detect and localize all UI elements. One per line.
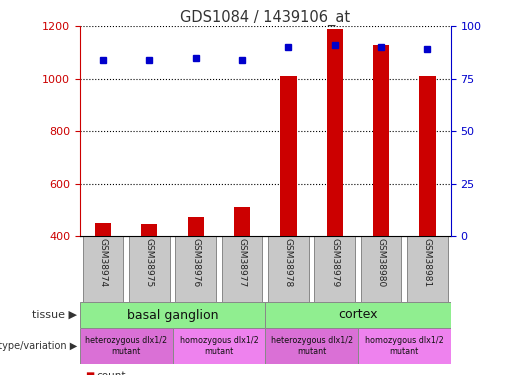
Text: heterozygous dlx1/2
mutant: heterozygous dlx1/2 mutant — [270, 336, 353, 356]
Bar — [95, 223, 111, 236]
Bar — [82, 236, 124, 302]
Bar — [80, 328, 173, 364]
Bar — [173, 328, 265, 364]
Text: homozygous dlx1/2
mutant: homozygous dlx1/2 mutant — [180, 336, 258, 356]
Text: heterozygous dlx1/2
mutant: heterozygous dlx1/2 mutant — [85, 336, 167, 356]
Bar — [80, 302, 265, 328]
Text: cortex: cortex — [338, 309, 377, 321]
Text: GSM38978: GSM38978 — [284, 238, 293, 288]
Bar — [265, 328, 358, 364]
Bar — [373, 45, 389, 236]
Bar — [129, 236, 170, 302]
Text: GSM38979: GSM38979 — [330, 238, 339, 288]
Bar — [280, 76, 297, 236]
Text: basal ganglion: basal ganglion — [127, 309, 218, 321]
Text: GSM38977: GSM38977 — [237, 238, 247, 288]
Text: GSM38980: GSM38980 — [376, 238, 386, 288]
Bar — [358, 328, 451, 364]
Bar — [234, 207, 250, 236]
Text: GSM38976: GSM38976 — [191, 238, 200, 288]
Bar — [407, 236, 448, 302]
Bar — [141, 224, 158, 236]
Bar — [360, 236, 402, 302]
Bar — [327, 29, 343, 236]
Text: count: count — [96, 371, 126, 375]
Bar — [419, 76, 436, 236]
Bar — [265, 302, 451, 328]
Text: genotype/variation ▶: genotype/variation ▶ — [0, 341, 77, 351]
Title: GDS1084 / 1439106_at: GDS1084 / 1439106_at — [180, 10, 350, 26]
Text: GSM38981: GSM38981 — [423, 238, 432, 288]
Bar — [221, 236, 263, 302]
Bar — [187, 217, 204, 236]
Text: homozygous dlx1/2
mutant: homozygous dlx1/2 mutant — [365, 336, 443, 356]
Text: tissue ▶: tissue ▶ — [32, 310, 77, 320]
Text: GSM38975: GSM38975 — [145, 238, 154, 288]
Text: GSM38974: GSM38974 — [98, 238, 108, 287]
Text: ■: ■ — [85, 371, 94, 375]
Bar — [175, 236, 216, 302]
Bar — [268, 236, 309, 302]
Bar — [314, 236, 355, 302]
